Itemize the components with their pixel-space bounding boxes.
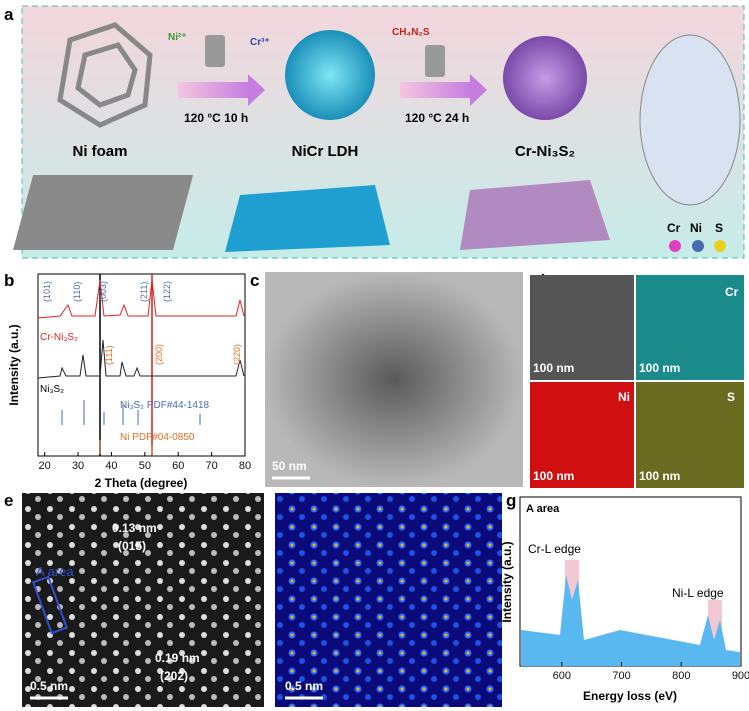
hrtem-image xyxy=(22,493,264,707)
map-cr xyxy=(636,275,744,380)
x-tick-label: 600 xyxy=(553,670,571,682)
x-tick-label: 800 xyxy=(672,670,690,682)
scale-label: 100 nm xyxy=(639,361,680,375)
element-label: S xyxy=(727,390,735,404)
material-label: NiCr LDH xyxy=(292,143,359,160)
panel-label: g xyxy=(506,491,516,510)
condition: 120 °C 10 h xyxy=(184,111,248,125)
peak-label: (003) xyxy=(98,281,108,302)
legend-ball xyxy=(692,240,704,252)
autoclave xyxy=(425,45,445,77)
legend-label: S xyxy=(715,221,723,235)
material-label: Ni foam xyxy=(72,143,127,160)
pdf-lines xyxy=(61,400,201,425)
sulfide-image xyxy=(460,180,610,250)
peak-labels: (101) (110) (003) (211) (122) xyxy=(42,281,172,302)
ldh-image xyxy=(225,185,390,252)
plane: (202) xyxy=(160,669,188,683)
panel-label: e xyxy=(4,491,13,510)
fft-image xyxy=(275,493,502,707)
reagent: CH₄N₂S xyxy=(392,27,430,38)
arrow xyxy=(178,82,248,98)
edge-label: Ni-L edge xyxy=(672,586,724,600)
x-tick-label: 20 xyxy=(39,460,51,472)
scale-label: 50 nm xyxy=(272,459,307,473)
condition: 120 °C 24 h xyxy=(405,111,469,125)
peak-label: (110) xyxy=(72,282,82,302)
x-tick-label: 80 xyxy=(239,460,251,472)
y-label: Intensity (a.u.) xyxy=(7,324,21,405)
x-label: 2 Theta (degree) xyxy=(95,476,188,490)
material-label: Cr-Ni₃S₂ xyxy=(515,143,575,160)
d-spacing: 0.19 nm xyxy=(155,651,200,665)
scale-label: 100 nm xyxy=(533,361,574,375)
crystal-structure xyxy=(639,34,741,206)
tem-image xyxy=(265,272,523,487)
arrow-head xyxy=(248,74,265,106)
x-tick-label: 70 xyxy=(205,460,217,472)
ldh-sphere xyxy=(285,30,375,120)
scale-label: 0.5 nm xyxy=(30,679,68,693)
ion-label: Ni²⁺ xyxy=(168,32,187,43)
trace-label: Ni₃S₂ PDF#44-1418 xyxy=(120,400,210,411)
legend-ball xyxy=(669,240,681,252)
axes-b xyxy=(37,273,246,457)
x-label: Energy loss (eV) xyxy=(583,689,677,703)
legend-label: Ni xyxy=(690,221,702,235)
x-tick-label: 900 xyxy=(732,670,749,682)
panel-label: b xyxy=(4,271,14,290)
x-tick-label: 50 xyxy=(139,460,151,472)
scale-label: 0.5 nm xyxy=(285,679,323,693)
autoclave xyxy=(205,35,225,67)
map-s xyxy=(636,382,744,488)
ni-foam-image xyxy=(13,175,194,250)
x-tick-label: 30 xyxy=(72,460,84,472)
map-ni xyxy=(530,382,634,488)
area-box xyxy=(31,575,69,635)
panel-label: c xyxy=(250,271,259,290)
ion-label: Cr³⁺ xyxy=(250,37,270,48)
peak-label: (122) xyxy=(162,281,172,302)
area-label: A area xyxy=(526,503,560,515)
sulfide-sphere xyxy=(503,36,587,120)
scale-label: 100 nm xyxy=(639,469,680,483)
y-label: Intensity (a.u.) xyxy=(500,541,514,622)
edge-label: Cr-L edge xyxy=(528,542,581,556)
element-label: Cr xyxy=(725,285,739,299)
d-spacing: 0.13 nm xyxy=(112,521,157,535)
peak-label: (211) xyxy=(139,282,149,302)
legend-label: Cr xyxy=(667,221,681,235)
haadf-image xyxy=(530,275,634,380)
area-label: A area xyxy=(36,564,74,579)
trace xyxy=(37,279,245,319)
ni-foam-cell xyxy=(57,22,153,128)
arrow xyxy=(400,82,470,98)
pdf-lines xyxy=(99,440,153,454)
arrow-head xyxy=(470,74,487,106)
peak-label: (220) xyxy=(232,344,242,365)
trace-label: Ni₃S₂ xyxy=(40,384,64,395)
peak-label: (101) xyxy=(42,281,52,302)
legend-ball xyxy=(714,240,726,252)
x-tick-label: 700 xyxy=(612,670,630,682)
panel-label: a xyxy=(4,5,14,24)
peak-label: (111) xyxy=(104,345,114,365)
scale-label: 100 nm xyxy=(533,469,574,483)
element-label: Ni xyxy=(618,390,630,404)
x-tick-label: 40 xyxy=(105,460,117,472)
trace-label: Cr-Ni₃S₂ xyxy=(40,332,78,343)
spectrum xyxy=(521,575,740,666)
peak-label: (200) xyxy=(154,344,164,365)
peak-labels: (111) (200) (220) xyxy=(104,344,242,365)
trace xyxy=(37,339,245,379)
x-tick-label: 60 xyxy=(172,460,184,472)
trace-label: Ni PDF#04-0850 xyxy=(120,432,195,443)
plane: (015) xyxy=(118,539,146,553)
